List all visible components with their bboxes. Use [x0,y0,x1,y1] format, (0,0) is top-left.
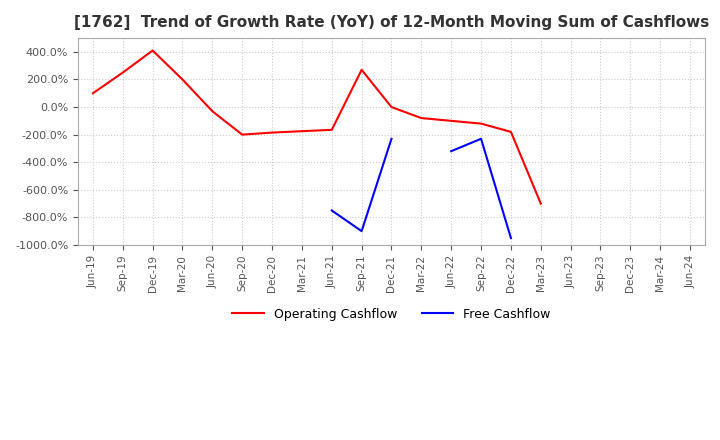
Operating Cashflow [268,130,276,135]
Operating Cashflow [297,128,306,134]
Operating Cashflow [387,104,396,110]
Operating Cashflow [238,132,246,137]
Free Cashflow [328,208,336,213]
Line: Operating Cashflow: Operating Cashflow [93,51,541,204]
Operating Cashflow [328,127,336,132]
Operating Cashflow [447,118,456,124]
Operating Cashflow [89,91,97,96]
Operating Cashflow [536,201,545,206]
Operating Cashflow [148,48,157,53]
Free Cashflow [357,228,366,234]
Operating Cashflow [357,67,366,73]
Operating Cashflow [417,115,426,121]
Operating Cashflow [178,77,186,82]
Legend: Operating Cashflow, Free Cashflow: Operating Cashflow, Free Cashflow [228,303,556,326]
Line: Free Cashflow: Free Cashflow [332,139,392,231]
Operating Cashflow [507,129,516,135]
Free Cashflow [387,136,396,141]
Operating Cashflow [477,121,485,126]
Operating Cashflow [118,70,127,75]
Operating Cashflow [208,109,217,114]
Title: [1762]  Trend of Growth Rate (YoY) of 12-Month Moving Sum of Cashflows: [1762] Trend of Growth Rate (YoY) of 12-… [74,15,709,30]
